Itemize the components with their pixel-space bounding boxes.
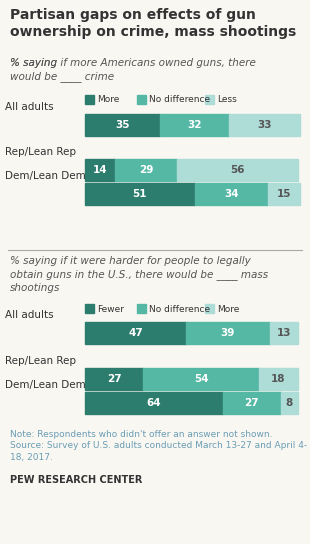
- Text: Note: Respondents who didn't offer an answer not shown.
Source: Survey of U.S. a: Note: Respondents who didn't offer an an…: [10, 430, 307, 462]
- Text: Rep/Lean Rep: Rep/Lean Rep: [5, 147, 76, 157]
- Bar: [85, 159, 115, 181]
- Text: 14: 14: [93, 165, 107, 175]
- Text: PEW RESEARCH CENTER: PEW RESEARCH CENTER: [10, 475, 142, 485]
- Text: 64: 64: [147, 398, 161, 408]
- Bar: [270, 322, 298, 344]
- Text: 29: 29: [139, 165, 153, 175]
- Text: 47: 47: [128, 328, 143, 338]
- Text: 34: 34: [224, 189, 238, 199]
- Text: % saying if more Americans owned guns, there
would be ____ crime: % saying if more Americans owned guns, t…: [10, 58, 256, 82]
- Text: % saying: % saying: [10, 58, 60, 68]
- Bar: [268, 183, 300, 205]
- Text: Partisan gaps on effects of gun
ownership on crime, mass shootings: Partisan gaps on effects of gun ownershi…: [10, 8, 296, 39]
- Bar: [85, 392, 223, 414]
- Bar: [85, 304, 94, 313]
- Text: All adults: All adults: [5, 102, 54, 112]
- Bar: [143, 368, 259, 390]
- Bar: [85, 368, 143, 390]
- Bar: [281, 392, 298, 414]
- Bar: [223, 392, 281, 414]
- Bar: [195, 183, 268, 205]
- Text: 27: 27: [107, 374, 121, 384]
- Text: 51: 51: [133, 189, 147, 199]
- Bar: [259, 368, 298, 390]
- Bar: [137, 304, 146, 313]
- Text: Dem/Lean Dem: Dem/Lean Dem: [5, 171, 86, 181]
- Bar: [115, 159, 177, 181]
- Bar: [137, 95, 146, 104]
- Bar: [186, 322, 270, 344]
- Text: Rep/Lean Rep: Rep/Lean Rep: [5, 356, 76, 366]
- Bar: [205, 304, 214, 313]
- Text: 13: 13: [277, 328, 291, 338]
- Text: 27: 27: [244, 398, 259, 408]
- Text: 8: 8: [286, 398, 293, 408]
- Bar: [229, 114, 300, 136]
- Text: More: More: [217, 305, 239, 313]
- Text: Less: Less: [217, 96, 237, 104]
- Text: No difference: No difference: [149, 305, 210, 313]
- Bar: [85, 114, 160, 136]
- Text: 32: 32: [188, 120, 202, 130]
- Text: No difference: No difference: [149, 96, 210, 104]
- Bar: [205, 95, 214, 104]
- Text: All adults: All adults: [5, 310, 54, 320]
- Text: Dem/Lean Dem: Dem/Lean Dem: [5, 380, 86, 390]
- Text: 54: 54: [194, 374, 208, 384]
- Bar: [85, 95, 94, 104]
- Bar: [177, 159, 298, 181]
- Bar: [85, 322, 186, 344]
- Bar: [160, 114, 229, 136]
- Text: More: More: [97, 96, 119, 104]
- Text: 33: 33: [257, 120, 272, 130]
- Text: 15: 15: [277, 189, 291, 199]
- Text: Fewer: Fewer: [97, 305, 124, 313]
- Bar: [85, 183, 195, 205]
- Text: 18: 18: [271, 374, 286, 384]
- Text: 35: 35: [115, 120, 130, 130]
- Text: 39: 39: [221, 328, 235, 338]
- Text: 56: 56: [230, 165, 245, 175]
- Text: % saying if it were harder for people to legally
obtain guns in the U.S., there : % saying if it were harder for people to…: [10, 256, 268, 293]
